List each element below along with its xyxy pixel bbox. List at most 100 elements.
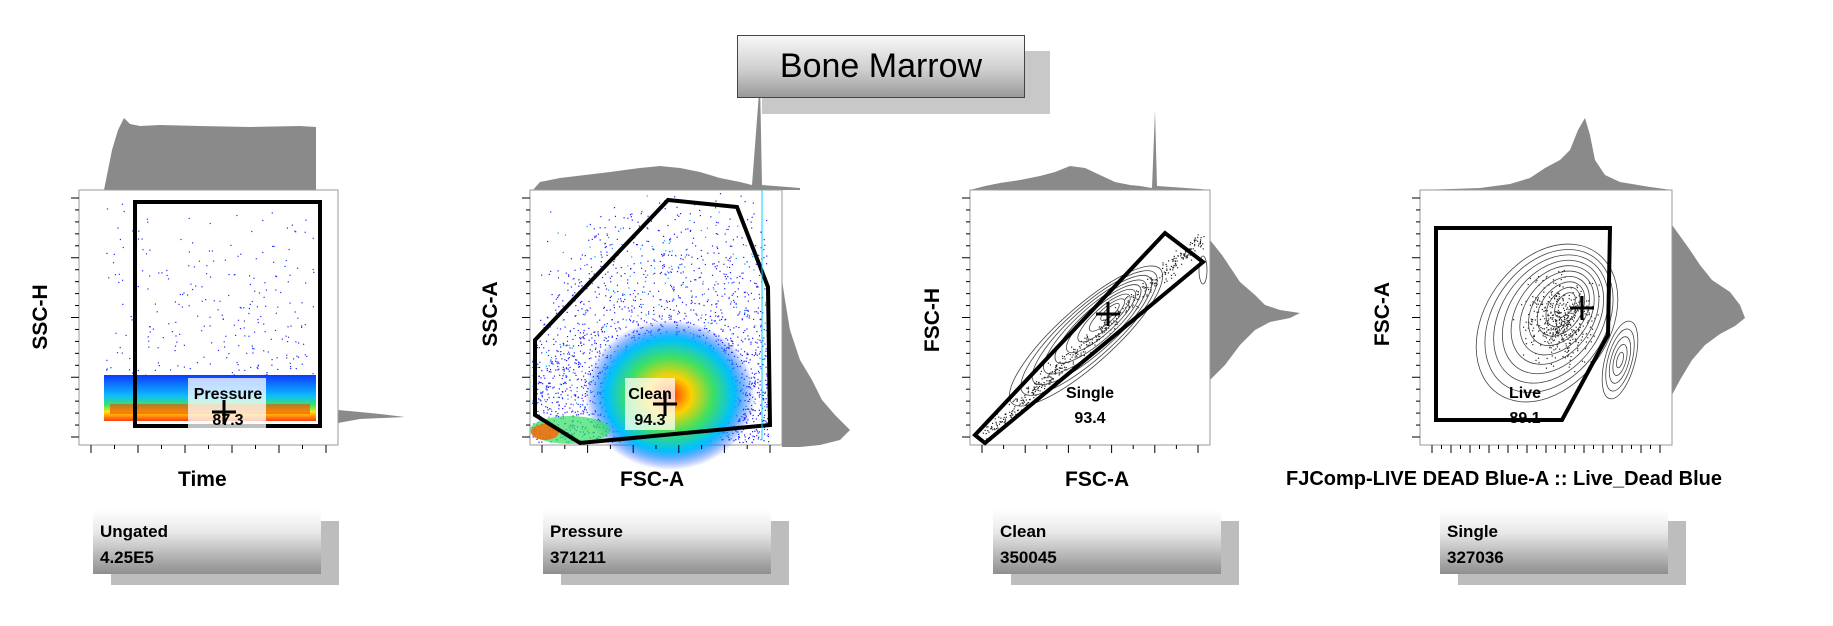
plot-4-event	[1567, 320, 1569, 322]
plot-2-event	[564, 412, 566, 414]
plot-2-event	[631, 213, 633, 215]
plot-2-event	[765, 330, 767, 332]
plot-2-event	[546, 389, 548, 391]
plot-2-event	[591, 344, 593, 346]
plot-2-event	[653, 306, 655, 308]
plot-3-event	[1190, 259, 1193, 261]
plot-3-event	[1148, 288, 1150, 291]
plot-3-event	[1108, 327, 1110, 329]
plot-2-event	[699, 276, 701, 278]
plot-4-event	[1564, 328, 1566, 330]
plot-2-event	[588, 277, 590, 280]
plot-1-event	[189, 368, 191, 370]
plot-3-event	[1003, 418, 1005, 420]
plot-2-event	[582, 353, 584, 355]
plot-2-ticks	[522, 197, 771, 453]
plot-4-right-histogram	[1672, 225, 1745, 395]
plot-2-event	[754, 311, 756, 313]
plot-2-event	[536, 347, 538, 349]
plot-2-event	[753, 439, 755, 441]
plot-2-event	[567, 398, 569, 400]
plot-1-event	[287, 341, 289, 343]
plot-4-event	[1560, 335, 1563, 337]
plot-3-event	[1069, 354, 1071, 356]
plot-1-event	[118, 281, 120, 283]
plot-2-event	[751, 227, 753, 229]
plot-4-event	[1558, 293, 1560, 295]
plot-2-event	[588, 300, 590, 303]
plot-3-top-histogram	[970, 110, 1210, 190]
plot-2-event	[593, 331, 595, 333]
plot-2-event	[754, 398, 756, 400]
plot-4-event	[1567, 350, 1569, 352]
plot-1-event	[168, 323, 170, 325]
plot-2-event	[692, 242, 694, 244]
plot-3-event	[1094, 344, 1096, 346]
plot-1-event	[192, 288, 194, 291]
plot-2-event	[725, 278, 727, 280]
plot-2-event	[584, 334, 586, 336]
plot-3-event	[1162, 262, 1164, 264]
plot-2-event	[732, 253, 734, 255]
plot-2-event	[703, 293, 705, 295]
plot-1-event	[301, 325, 303, 327]
plot-2-event	[550, 408, 552, 410]
plot-2-event	[543, 347, 545, 349]
plot-2-event	[572, 338, 574, 340]
plot-2-event	[606, 233, 608, 235]
plot-2-event	[691, 296, 693, 298]
plot-2-event	[594, 348, 597, 351]
plot-4-event	[1590, 361, 1592, 363]
plot-4-event	[1556, 315, 1558, 317]
plot-3-parent-name: Clean	[1000, 522, 1047, 541]
plot-2-event	[630, 216, 632, 218]
plot-2-event	[735, 306, 738, 308]
plot-2-event	[693, 221, 695, 223]
plot-2-event	[568, 370, 570, 372]
plot-4-event	[1583, 310, 1585, 312]
plot-4-contour	[1484, 249, 1614, 393]
plot-4-gate-name: Live	[1508, 385, 1541, 402]
plot-1-event	[206, 265, 208, 267]
plot-3-event	[1100, 326, 1102, 328]
plot-2-event	[604, 227, 606, 229]
plot-2-event	[591, 238, 593, 240]
plot-2-event	[673, 233, 675, 235]
plot-3-right-histogram	[1210, 240, 1300, 380]
plot-2-event	[563, 343, 565, 345]
plot-4-event	[1529, 323, 1531, 325]
plot-2-event	[680, 258, 682, 260]
plot-2-event	[695, 279, 697, 281]
plot-2-event	[730, 278, 732, 280]
plot-2-event	[555, 309, 557, 311]
plot-3-event	[1011, 411, 1013, 413]
plot-2-event	[762, 419, 764, 421]
plot-4-event	[1551, 351, 1553, 353]
plot-3-event	[1034, 388, 1036, 390]
plot-2-event	[568, 353, 571, 355]
plot-4-event	[1564, 357, 1566, 359]
plot-1-event	[295, 231, 297, 233]
plot-2-gate-centroid	[653, 392, 677, 416]
plot-2-event	[618, 230, 620, 232]
plot-2-event	[580, 413, 582, 415]
plot-2-event	[765, 398, 767, 400]
plot-4-event	[1584, 361, 1586, 363]
plot-1-ticks	[71, 197, 327, 453]
plot-2-event	[754, 381, 756, 383]
plot-3-event	[1065, 354, 1068, 356]
plot-2-event	[752, 337, 754, 339]
plot-2-event	[595, 347, 597, 349]
plot-2-event	[584, 361, 586, 364]
plot-2-event	[705, 236, 707, 238]
plot-2-event	[581, 397, 583, 399]
plot-3-event	[1174, 263, 1176, 265]
plot-2-event	[543, 375, 545, 377]
plot-4-gate-value: 89.1	[1509, 410, 1541, 427]
plot-2-event	[757, 438, 759, 440]
plot-3-event	[1199, 246, 1202, 248]
plot-2-event	[703, 322, 705, 324]
plot-4-event	[1564, 330, 1566, 333]
plot-3-event	[1133, 299, 1136, 302]
plot-2-event	[719, 319, 721, 321]
